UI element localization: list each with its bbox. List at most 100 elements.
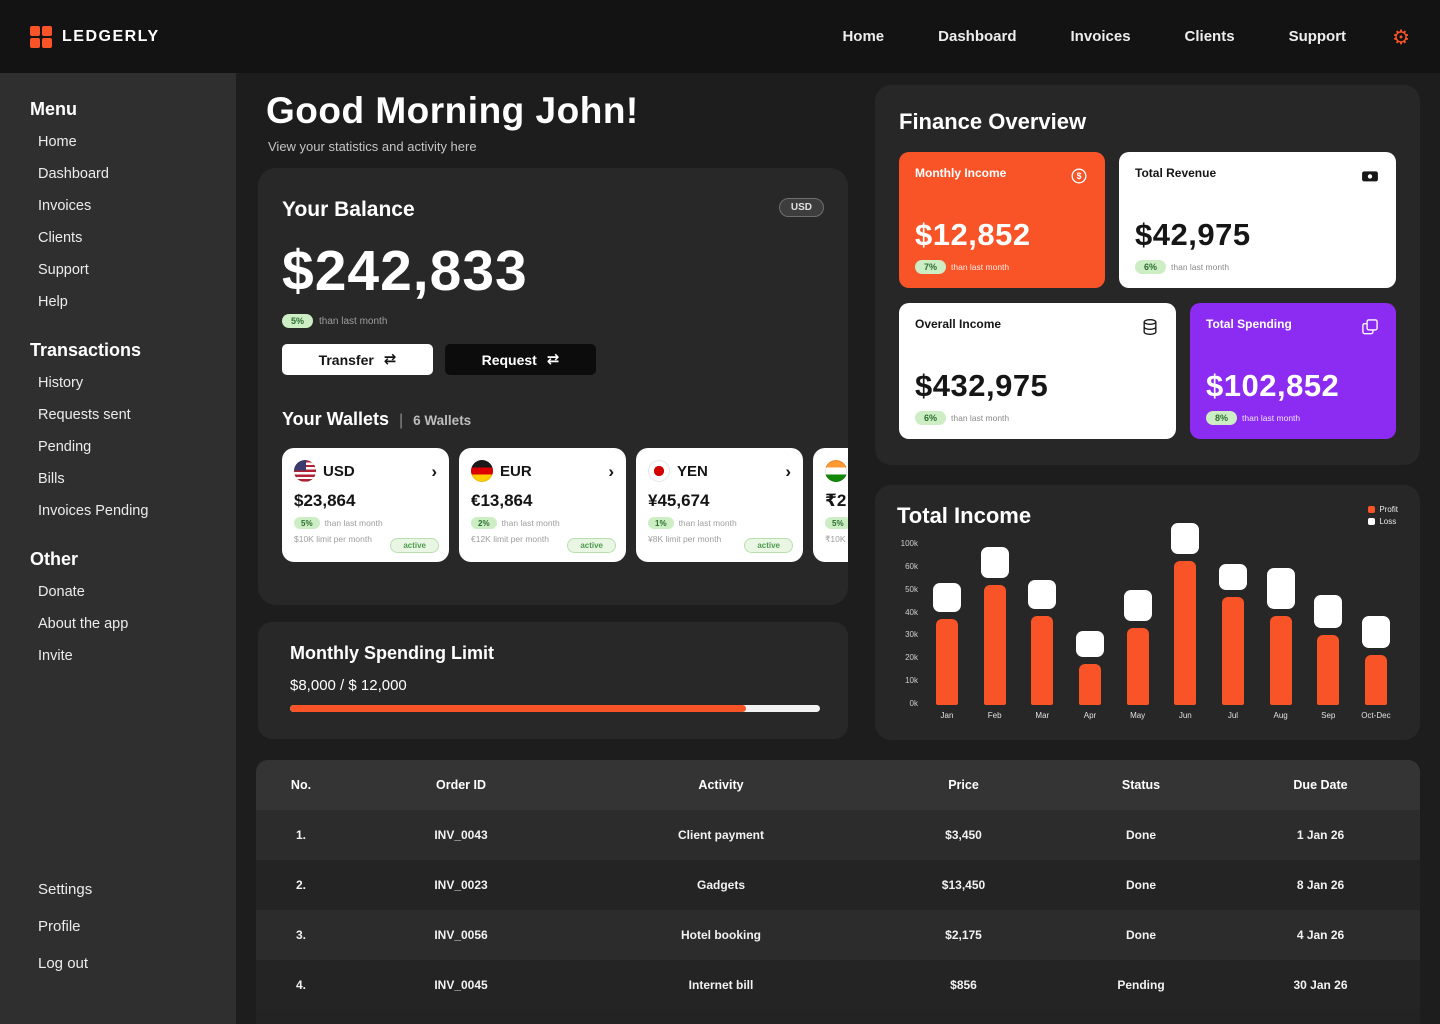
nav-item-support[interactable]: Support <box>1288 28 1347 45</box>
bar-group-jun: Jun <box>1171 522 1200 720</box>
cell-no: 3. <box>295 928 306 942</box>
sidebar-item-help[interactable]: Help <box>38 294 68 310</box>
sidebar-item-invoices-pending[interactable]: Invoices Pending <box>38 503 149 519</box>
sidebar-item-home[interactable]: Home <box>38 134 77 150</box>
ledgerly-logo-icon <box>30 25 52 48</box>
sidebar-item-history[interactable]: History <box>38 375 84 391</box>
wallet-card-in[interactable]: › ₹2 5% ₹10K <box>813 448 848 562</box>
sidebar-item-bills[interactable]: Bills <box>38 471 65 487</box>
app-logo[interactable]: LEDGERLY <box>30 25 160 48</box>
banknote-icon <box>1360 166 1380 186</box>
transactions-table: No. Order ID Activity Price Status Due Date 1… <box>256 760 1420 1024</box>
nav-item-home[interactable]: Home <box>842 28 885 45</box>
wallet-status-badge: active <box>567 538 616 553</box>
nav-item-clients[interactable]: Clients <box>1184 28 1235 45</box>
loss-bar[interactable] <box>1171 522 1200 554</box>
loss-bar[interactable] <box>1314 594 1343 629</box>
y-axis-label: 10k <box>905 676 918 686</box>
spending-progress-bar[interactable] <box>290 705 820 712</box>
loss-bar[interactable] <box>1361 616 1390 648</box>
wallet-amount: €13,864 <box>471 491 533 510</box>
sidebar-item-requests-sent[interactable]: Requests sent <box>38 407 131 423</box>
loss-bar[interactable] <box>1266 568 1295 610</box>
chart-title: Total Income <box>897 503 1032 528</box>
database-icon <box>1140 317 1160 337</box>
loss-bar[interactable] <box>1028 580 1057 610</box>
sidebar-item-clients[interactable]: Clients <box>38 230 83 246</box>
cell-activity: Client payment <box>677 828 764 842</box>
sidebar-section-title: Other <box>30 549 79 569</box>
sidebar-footer-item-profile[interactable]: Profile <box>38 918 81 935</box>
profit-bar[interactable] <box>1317 635 1340 705</box>
currency-selector[interactable]: USD <box>778 198 824 217</box>
finance-card-overall-income[interactable]: Overall Income $432,975 6% than last mon… <box>899 303 1176 439</box>
profit-bar[interactable] <box>1078 664 1101 705</box>
profit-bar[interactable] <box>1221 597 1244 705</box>
profit-bar[interactable] <box>983 585 1006 705</box>
finance-card-change-badge: 6% <box>1135 260 1167 274</box>
y-axis-label: 40k <box>905 607 918 617</box>
loss-bar[interactable] <box>980 546 1009 578</box>
table-row[interactable]: 1. INV_0043 Client payment $3,450 Done 1 Jan … <box>256 810 1420 860</box>
finance-card-total-spending[interactable]: Total Spending $102,852 8% than last mon… <box>1190 303 1396 439</box>
profit-bar[interactable] <box>1126 628 1149 705</box>
cell-order-id: INV_0045 <box>434 978 488 992</box>
transfer-button-label: Transfer <box>318 351 374 368</box>
loss-bar[interactable] <box>1075 630 1104 658</box>
sidebar-item-dashboard[interactable]: Dashboard <box>38 166 109 182</box>
greeting-subtitle: View your statistics and activity here <box>268 139 477 154</box>
bar-group-sep: Sep <box>1314 537 1343 720</box>
profit-bar[interactable] <box>1174 561 1197 705</box>
profit-bar[interactable] <box>1364 654 1387 705</box>
nav-item-invoices[interactable]: Invoices <box>1070 28 1131 45</box>
transfer-button[interactable]: Transfer ⇄ <box>282 344 433 375</box>
sidebar-item-support[interactable]: Support <box>38 262 89 278</box>
profit-bar[interactable] <box>1031 616 1054 705</box>
wallet-card-usd[interactable]: USD › $23,864 5% than last month $10K li… <box>282 448 449 562</box>
x-axis-label: Mar <box>1035 711 1050 720</box>
finance-card-change-label: than last month <box>1171 262 1230 272</box>
wallets-row: USD › $23,864 5% than last month $10K li… <box>282 448 848 562</box>
sidebar-item-about-the-app[interactable]: About the app <box>38 616 129 632</box>
finance-card-total-revenue[interactable]: Total Revenue $42,975 6% than last month <box>1119 152 1396 288</box>
wallet-change-badge: 5% <box>294 517 320 529</box>
sidebar-footer: Settings Profile Log out <box>38 873 92 980</box>
sidebar-item-invite[interactable]: Invite <box>38 648 73 664</box>
svg-text:$: $ <box>1077 171 1082 181</box>
x-axis-label: Oct-Dec <box>1361 711 1391 720</box>
request-button[interactable]: Request ⇄ <box>445 344 596 375</box>
finance-cards-row: Overall Income $432,975 6% than last mon… <box>899 303 1396 439</box>
loss-bar[interactable] <box>1123 590 1152 622</box>
nav-item-dashboard[interactable]: Dashboard <box>938 28 1017 45</box>
sidebar-item-donate[interactable]: Donate <box>38 584 85 600</box>
table-row[interactable]: 2. INV_0023 Gadgets $13,450 Done 8 Jan 26 <box>256 860 1420 910</box>
table-row[interactable]: 4. INV_0045 Internet bill $856 Pending 30 Jan… <box>256 960 1420 1010</box>
cell-status: Done <box>1126 928 1156 942</box>
y-axis-label: 30k <box>905 630 918 640</box>
loss-bar[interactable] <box>933 582 961 612</box>
wallet-card-yen[interactable]: YEN › ¥45,674 1% than last month ¥8K lim… <box>636 448 803 562</box>
profit-bar[interactable] <box>936 618 958 705</box>
sidebar-item-invoices[interactable]: Invoices <box>38 198 92 214</box>
transfer-arrows-icon: ⇄ <box>383 350 397 368</box>
sidebar-footer-item-log-out[interactable]: Log out <box>38 955 89 972</box>
gear-icon[interactable]: ⚙ <box>1392 24 1410 49</box>
wallet-card-eur[interactable]: EUR › €13,864 2% than last month €12K li… <box>459 448 626 562</box>
cell-price: $13,450 <box>941 878 986 892</box>
finance-cards: Monthly Income $ $12,852 7% than last mo… <box>899 152 1396 439</box>
table-row[interactable]: 3. INV_0056 Hotel booking $2,175 Done 4 Jan 2… <box>256 910 1420 960</box>
bar-group-oct-dec: Oct-Dec <box>1361 537 1391 720</box>
bar-group-aug: Aug <box>1266 537 1295 720</box>
chevron-right-icon[interactable]: › <box>431 461 437 481</box>
profit-bar[interactable] <box>1269 616 1292 705</box>
finance-card-change-label: than last month <box>951 262 1010 272</box>
finance-overview-panel: Finance Overview Monthly Income $ $12,85… <box>875 85 1420 465</box>
chevron-right-icon[interactable]: › <box>608 461 614 481</box>
loss-bar[interactable] <box>1218 563 1247 590</box>
sidebar-footer-item-settings[interactable]: Settings <box>38 881 93 898</box>
finance-card-monthly-income[interactable]: Monthly Income $ $12,852 7% than last mo… <box>899 152 1105 288</box>
chevron-right-icon[interactable]: › <box>785 461 791 481</box>
sidebar-item-pending[interactable]: Pending <box>38 439 92 455</box>
x-axis-label: Aug <box>1273 711 1288 720</box>
cell-due-date: 30 Jan 26 <box>1293 978 1348 992</box>
